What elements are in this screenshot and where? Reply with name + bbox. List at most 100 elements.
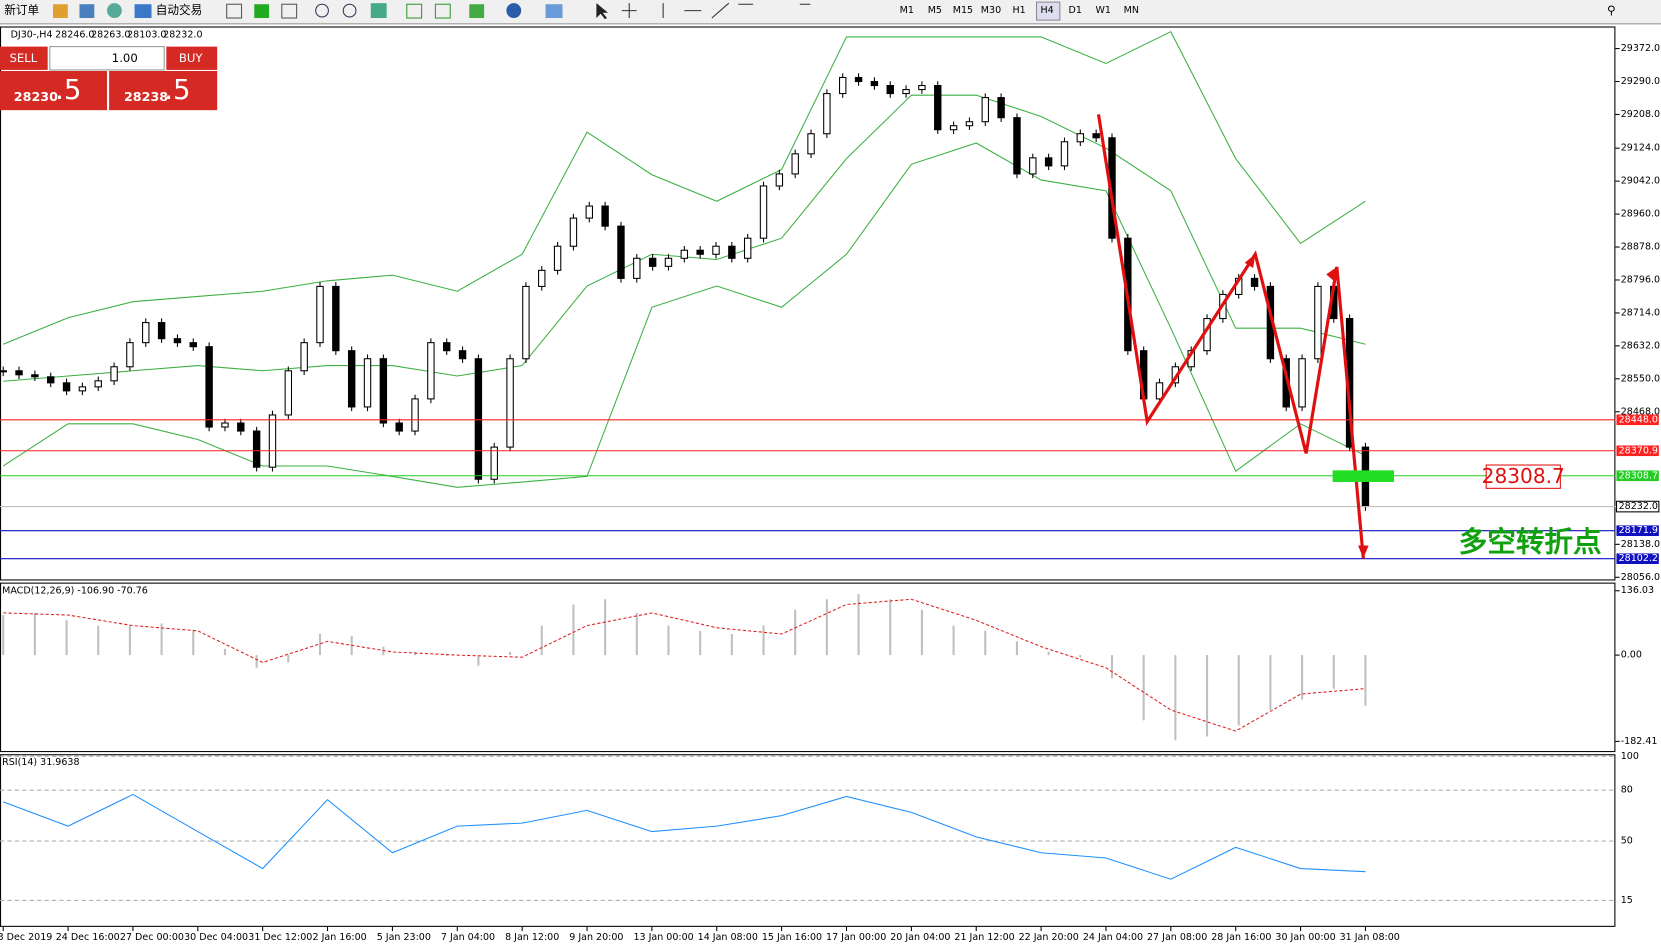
sell-price[interactable]: 28230 [14, 89, 58, 104]
level-label-box [1616, 470, 1659, 482]
main-panel [0, 26, 1616, 581]
candle [62, 382, 71, 392]
icon[interactable] [370, 3, 387, 19]
period-button[interactable]: M5 [928, 5, 942, 16]
macd-title: MACD(12,26,9) -106.90 -70.76 [2, 586, 148, 597]
period-button[interactable]: H4 [1041, 5, 1054, 16]
volume[interactable]: 1.00 [112, 51, 138, 65]
cursor-tool[interactable] [596, 3, 609, 20]
macd-bar [952, 625, 955, 656]
icon[interactable] [506, 3, 522, 19]
candle [664, 257, 673, 267]
level-label: 28370.9 [1619, 445, 1658, 456]
ohlc-low: 28103.0 [127, 29, 166, 40]
candle [997, 97, 1005, 119]
period-button[interactable]: H1 [1012, 5, 1025, 16]
auto-trading-icon[interactable] [134, 4, 152, 19]
x-tick-label: 31 Dec 12:00 [248, 932, 312, 943]
y-tick-label: 29372.0 [1621, 43, 1660, 54]
draw-tools[interactable] [621, 2, 811, 19]
buy-price[interactable]: 28238 [124, 89, 168, 104]
new-order-button[interactable]: 新订单 [4, 3, 39, 17]
x-tick-label: 13 Jan 00:00 [633, 932, 693, 943]
candle [791, 153, 799, 175]
macd-bar [699, 630, 702, 656]
icon[interactable] [52, 4, 68, 19]
macd-bar [223, 648, 227, 656]
period-button[interactable]: W1 [1096, 5, 1111, 16]
period-button[interactable]: M1 [900, 5, 914, 16]
toolbar-items: 新订单 自动交易 ⚲ [4, 2, 1616, 20]
toolbar [0, 0, 1661, 24]
x-tick-label: 31 Jan 08:00 [1340, 932, 1400, 943]
candle [696, 249, 704, 255]
level-callout: 28308.7 [1482, 464, 1565, 488]
macd-bar [794, 609, 797, 656]
macd-bar [509, 651, 512, 656]
y-tick-label: 29042.0 [1621, 176, 1660, 187]
x-tick-label: 24 Jan 04:00 [1083, 932, 1143, 943]
period-button[interactable]: MN [1124, 5, 1139, 16]
x-tick-label: 23 Dec 2019 [0, 932, 52, 943]
macd-bar [160, 623, 163, 656]
icon[interactable] [406, 3, 423, 19]
candle [490, 446, 498, 480]
candle [427, 342, 435, 400]
icon[interactable] [545, 4, 563, 19]
y-tick-label: 28056.0 [1621, 572, 1660, 583]
period-button[interactable]: M15 [953, 5, 973, 16]
volume-field[interactable] [49, 46, 165, 71]
buy-button[interactable] [166, 46, 218, 70]
buy-fraction[interactable]: .5 [164, 74, 190, 106]
sell-label[interactable]: SELL [9, 51, 37, 65]
sell-price-box[interactable] [0, 70, 108, 111]
macd-bar [287, 655, 290, 663]
candle [633, 257, 641, 279]
macd-bar [33, 612, 36, 656]
icon[interactable] [254, 4, 270, 19]
bollinger-upper [2, 31, 1366, 345]
period-button[interactable]: M30 [981, 5, 1001, 16]
icon[interactable] [107, 3, 122, 19]
candle [1013, 117, 1021, 175]
candle [284, 370, 293, 416]
candle [775, 173, 784, 187]
buy-label[interactable]: BUY [179, 51, 204, 65]
x-tick-label: 21 Jan 12:00 [954, 932, 1014, 943]
icon[interactable] [281, 3, 298, 19]
sell-button[interactable] [0, 46, 48, 70]
macd-bar [1332, 655, 1335, 689]
buy-price-box[interactable] [109, 70, 218, 111]
x-tick-label: 27 Jan 08:00 [1147, 932, 1207, 943]
period-buttons: M1 M5 M15 M30 H1 H4 D1 W1 MN [900, 1, 1139, 21]
candle [522, 285, 530, 360]
search-icon[interactable]: ⚲ [1607, 3, 1616, 17]
candle [252, 430, 261, 468]
candle [1250, 277, 1259, 287]
icon[interactable] [469, 4, 485, 19]
x-tick-label: 22 Jan 20:00 [1019, 932, 1079, 943]
candle [316, 285, 324, 344]
sell-fraction[interactable]: .5 [55, 74, 81, 106]
candle [1298, 358, 1306, 408]
candle [1029, 157, 1037, 175]
y-tick-label: 28138.0 [1621, 539, 1660, 550]
level-marker [1332, 470, 1395, 482]
macd-bar [128, 625, 131, 656]
rsi-tick-label: 100 [1621, 751, 1639, 762]
y-tick-label: 29290.0 [1621, 76, 1660, 87]
level-label-box [1616, 525, 1659, 537]
candle [78, 386, 87, 392]
icon[interactable] [226, 3, 243, 19]
candle [981, 97, 989, 123]
candle [347, 350, 356, 408]
auto-trading-button[interactable]: 自动交易 [156, 3, 203, 17]
icon[interactable] [79, 4, 95, 19]
period-button[interactable]: D1 [1068, 5, 1081, 16]
macd-bar [1269, 655, 1272, 710]
icon[interactable] [342, 3, 357, 18]
macd-bar [1079, 655, 1082, 658]
icon[interactable] [315, 3, 329, 18]
candle [15, 370, 23, 376]
icon[interactable] [434, 3, 451, 19]
